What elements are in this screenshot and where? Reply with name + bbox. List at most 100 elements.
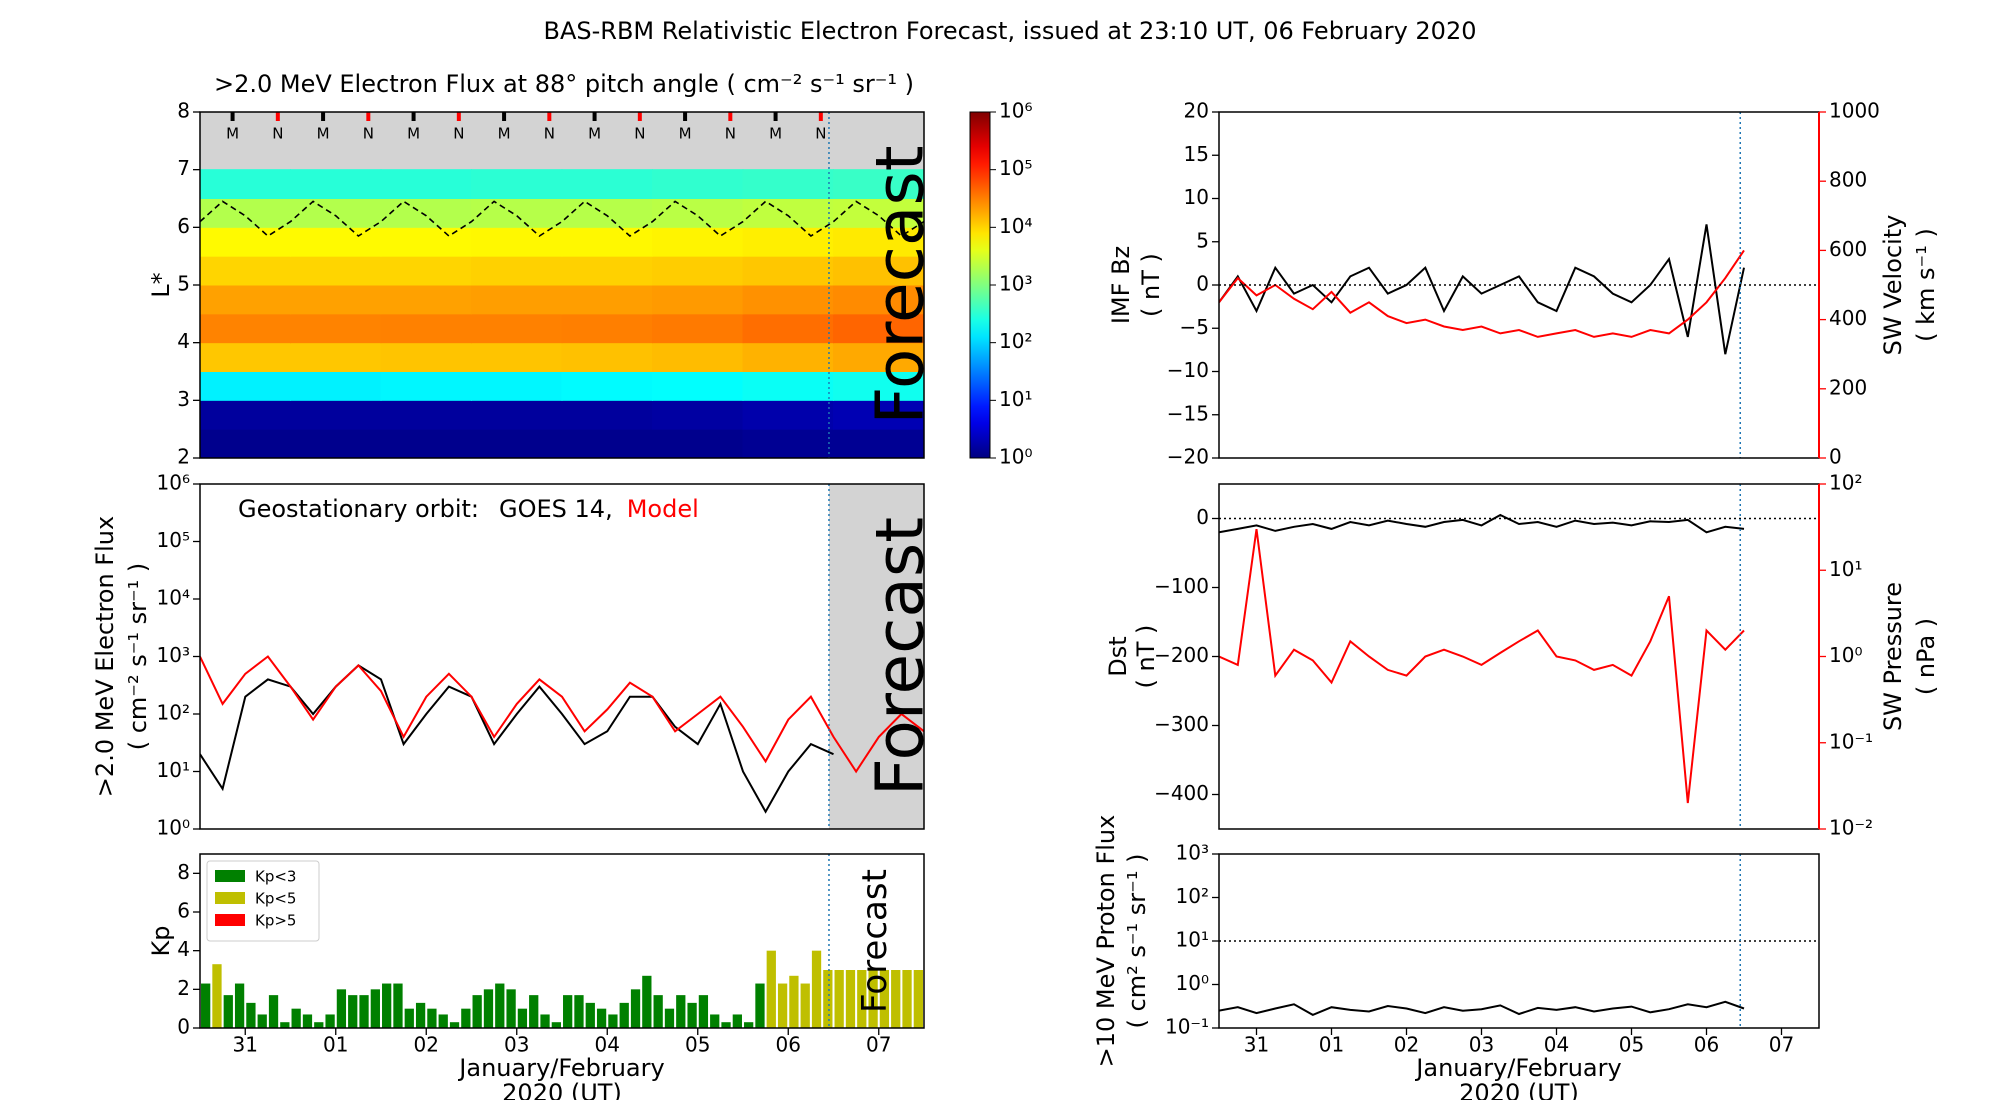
bar [495, 983, 505, 1028]
y-tick-label: 4 [177, 329, 190, 353]
heatmap-cell [833, 399, 924, 430]
orbit-marker-label: M [317, 125, 330, 143]
orbit-marker-label: N [453, 125, 464, 143]
bar [268, 995, 279, 1028]
heatmap-cell [290, 169, 382, 199]
x-tick-label: 01 [323, 1033, 348, 1057]
panel: Forecast M N M N M N M N M N M N M N 10⁰ 10¹ 10² 10³ 10⁴ 10⁵… [147, 70, 1032, 469]
bar [630, 989, 641, 1028]
heatmap-cell [742, 313, 834, 344]
heatmap-cell [380, 226, 472, 257]
y2-axis-label: ( nPa ) [1912, 618, 1940, 695]
heatmap-cell [471, 169, 563, 199]
y-tick-label: 7 [177, 156, 190, 180]
boundary-line [200, 200, 924, 238]
x-tick-label: 03 [504, 1033, 529, 1057]
legend-separator: , [605, 495, 613, 523]
y-axis-label: IMF Bz [1107, 246, 1135, 324]
heatmap-cell [200, 428, 291, 458]
orbit-marker-label: M [226, 125, 239, 143]
bar [551, 1022, 561, 1028]
heatmap-cell [200, 198, 291, 228]
forecast-annotation: Forecast [855, 869, 895, 1013]
y-axis-label: Dst [1104, 636, 1132, 676]
y2-tick-label: 10⁻¹ [1829, 729, 1873, 753]
bar [393, 983, 403, 1028]
x-tick-label: 04 [1544, 1033, 1569, 1057]
heatmap-cell [833, 226, 924, 257]
bar [642, 975, 652, 1028]
y-tick-label: 10⁰ [1176, 971, 1209, 995]
plot-area [1219, 854, 1819, 1028]
colorbar-tick-label: 10⁵ [999, 156, 1032, 180]
bar [676, 995, 686, 1028]
bar [314, 1022, 324, 1028]
heatmap-cell [833, 198, 924, 228]
x-tick-label: 03 [1469, 1033, 1494, 1057]
heatmap-cell [833, 284, 924, 315]
bar [574, 995, 584, 1028]
orbit-marker-label: N [363, 125, 374, 143]
y-tick-label: −20 [1167, 445, 1209, 469]
colorbar-tick-label: 10² [999, 329, 1032, 353]
bar [246, 1002, 256, 1028]
bar [415, 1002, 426, 1028]
figure-title: BAS-RBM Relativistic Electron Forecast, … [544, 17, 1477, 45]
series-line [1219, 528, 1745, 804]
heatmap-cell [200, 399, 291, 430]
x-tick-label: 31 [233, 1033, 258, 1057]
heatmap-cell [471, 313, 563, 344]
y2-axis-label: ( km s⁻¹ ) [1912, 228, 1940, 342]
heatmap-cell [471, 255, 563, 286]
heatmap-cell [742, 428, 834, 458]
orbit-marker-label: M [679, 125, 692, 143]
heatmap-cell [380, 371, 472, 401]
heatmap-cell [290, 284, 382, 315]
heatmap-cell [471, 399, 563, 430]
heatmap-cell [561, 428, 653, 458]
y-axis-label: ( cm⁻² s⁻¹ sr⁻¹ ) [124, 563, 152, 751]
y-tick-label: −15 [1167, 401, 1209, 425]
x-axis-label: 2020 (UT) [502, 1079, 622, 1100]
bar [766, 950, 776, 1028]
y2-tick-label: 600 [1829, 237, 1867, 261]
bar [370, 989, 380, 1028]
plot-background [200, 484, 924, 829]
bar [664, 1008, 675, 1028]
plot-area [1219, 112, 1819, 458]
bar [336, 989, 347, 1028]
y-tick-label: 3 [177, 387, 190, 411]
heatmap-cell [833, 255, 924, 286]
y-tick-label: 5 [1196, 228, 1209, 252]
heatmap-cell [380, 342, 472, 372]
bar [834, 970, 844, 1028]
series-line [1219, 224, 1745, 355]
heatmap-cell [561, 169, 653, 199]
bar [789, 975, 799, 1028]
bar [868, 970, 878, 1028]
bar [811, 950, 822, 1028]
y-axis-label: ( cm² s⁻¹ sr⁻¹ ) [1123, 854, 1151, 1029]
heatmap-cell [471, 226, 563, 257]
panel-title: >2.0 MeV Electron Flux at 88° pitch angl… [214, 70, 914, 98]
orbit-marker-label: N [815, 125, 826, 143]
bar [777, 983, 788, 1028]
x-tick-label: 31 [1244, 1033, 1269, 1057]
bar [732, 1014, 742, 1028]
heatmap-cell [652, 169, 744, 199]
x-axis-label: 2020 (UT) [1459, 1079, 1579, 1100]
bar [845, 970, 856, 1028]
bar [483, 989, 494, 1028]
heatmap-cell [652, 371, 744, 401]
x-tick-label: 02 [414, 1033, 439, 1057]
heatmap-cell [833, 342, 924, 372]
heatmap-cell [200, 313, 291, 344]
y-tick-label: 10¹ [157, 758, 190, 782]
heatmap-cell [200, 169, 291, 199]
y2-tick-label: 10⁰ [1829, 643, 1862, 667]
plot-background [1219, 484, 1819, 829]
bar [857, 970, 867, 1028]
